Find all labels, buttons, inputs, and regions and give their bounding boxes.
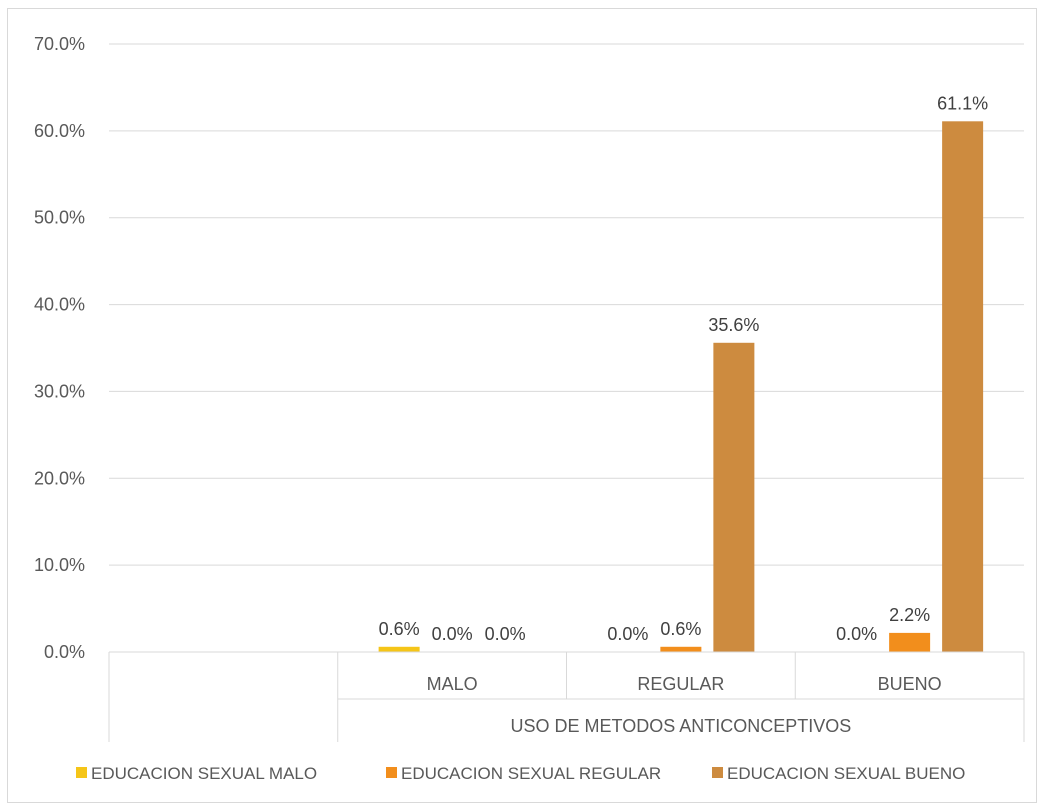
data-label: 0.0% xyxy=(607,624,648,644)
x-category-label: MALO xyxy=(427,674,478,694)
legend-swatch xyxy=(712,767,723,778)
bar-malo-series-0 xyxy=(378,646,420,652)
y-tick-label: 0.0% xyxy=(44,642,85,662)
legend-label: EDUCACION SEXUAL BUENO xyxy=(727,764,965,783)
x-axis: MALO REGULAR BUENO USO DE METODOS ANTICONCE… xyxy=(108,651,1025,742)
bars xyxy=(378,121,984,652)
data-labels: 0.6% 0.0% 0.0% 0.0% 0.6% 35.6% 0.0% 2.2% 61.1% xyxy=(379,93,989,644)
data-label: 2.2% xyxy=(889,605,930,625)
data-label: 0.0% xyxy=(432,624,473,644)
data-label: 35.6% xyxy=(708,315,759,335)
data-label: 0.6% xyxy=(660,619,701,639)
chart-frame: 0.0% 10.0% 20.0% 30.0% 40.0% 50.0% 60.0% 70.0% … xyxy=(7,8,1037,803)
bar-bueno-series-1 xyxy=(889,632,931,652)
x-group-label: USO DE METODOS ANTICONCEPTIVOS xyxy=(511,716,852,736)
y-tick-label: 50.0% xyxy=(34,208,85,228)
x-category-label: BUENO xyxy=(878,674,942,694)
legend-label: EDUCACION SEXUAL REGULAR xyxy=(401,764,661,783)
y-tick-label: 70.0% xyxy=(34,34,85,54)
y-axis-ticks: 0.0% 10.0% 20.0% 30.0% 40.0% 50.0% 60.0% 70.0% xyxy=(34,34,85,662)
y-tick-label: 30.0% xyxy=(34,381,85,401)
y-tick-label: 10.0% xyxy=(34,555,85,575)
legend-label: EDUCACION SEXUAL MALO xyxy=(91,764,317,783)
bar-regular-series-2 xyxy=(713,342,755,652)
y-tick-label: 40.0% xyxy=(34,295,85,315)
y-tick-label: 60.0% xyxy=(34,121,85,141)
legend: EDUCACION SEXUAL MALO EDUCACION SEXUAL RE… xyxy=(76,764,965,783)
gridlines xyxy=(109,43,1024,566)
bar-regular-series-1 xyxy=(660,646,702,652)
y-tick-label: 20.0% xyxy=(34,468,85,488)
data-label: 61.1% xyxy=(937,93,988,113)
data-label: 0.0% xyxy=(836,624,877,644)
legend-swatch xyxy=(76,767,87,778)
bar-bueno-series-2 xyxy=(942,121,984,652)
bar-chart: 0.0%10.0%20.0%30.0%40.0%50.0%60.0%70.0% … xyxy=(34,34,1025,783)
legend-swatch xyxy=(386,767,397,778)
x-category-label: REGULAR xyxy=(637,674,724,694)
data-label: 0.0% xyxy=(485,624,526,644)
data-label: 0.6% xyxy=(379,619,420,639)
